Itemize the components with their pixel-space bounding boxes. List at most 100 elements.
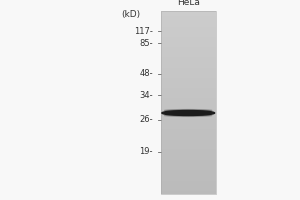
Bar [160, 11, 216, 12]
Bar [160, 161, 216, 162]
Bar [160, 181, 216, 182]
Bar [160, 19, 216, 20]
Bar [160, 77, 216, 78]
Bar [160, 90, 216, 91]
Bar [160, 124, 216, 125]
Text: 48-: 48- [140, 70, 153, 78]
Bar [160, 93, 216, 94]
Bar [160, 162, 216, 163]
Bar [160, 121, 216, 122]
Bar [160, 61, 216, 62]
Bar [160, 157, 216, 158]
Text: (kD): (kD) [121, 9, 140, 19]
Bar [160, 15, 216, 16]
Bar [160, 50, 216, 51]
Bar [160, 85, 216, 86]
Bar [160, 54, 216, 55]
Bar [160, 190, 216, 191]
Bar [160, 182, 216, 183]
Bar [160, 46, 216, 47]
Bar [160, 98, 216, 99]
Bar [160, 16, 216, 17]
Bar [160, 21, 216, 22]
Bar [160, 78, 216, 79]
Bar [160, 137, 216, 138]
Bar [160, 188, 216, 189]
Bar [160, 193, 216, 194]
Bar [160, 62, 216, 63]
Bar [160, 107, 216, 108]
Bar [160, 47, 216, 48]
Bar [160, 84, 216, 85]
Bar [160, 100, 216, 101]
Bar [160, 43, 216, 44]
Bar [160, 91, 216, 92]
Bar [160, 180, 216, 181]
Bar [160, 159, 216, 160]
Text: HeLa: HeLa [177, 0, 200, 7]
Bar [160, 151, 216, 152]
Bar [160, 102, 216, 103]
Bar [160, 69, 216, 70]
Bar [160, 52, 216, 53]
Bar [160, 142, 216, 143]
Bar [160, 38, 216, 39]
Bar [160, 28, 216, 29]
Bar [160, 131, 216, 132]
Bar [160, 58, 216, 59]
Bar [160, 115, 216, 116]
Bar [160, 96, 216, 97]
Bar [160, 143, 216, 144]
Bar [160, 33, 216, 34]
Bar [160, 149, 216, 150]
Bar [160, 104, 216, 105]
Bar [160, 182, 216, 183]
Bar [160, 12, 216, 13]
Bar [160, 139, 216, 140]
Bar [160, 37, 216, 38]
Bar [160, 170, 216, 171]
Bar [160, 14, 216, 15]
Bar [160, 27, 216, 28]
Bar [160, 193, 216, 194]
Bar [160, 145, 216, 146]
Bar [160, 185, 216, 186]
Bar [160, 72, 216, 73]
Bar [160, 147, 216, 148]
Bar [160, 42, 216, 43]
Bar [160, 27, 216, 28]
Bar [160, 174, 216, 175]
Bar [160, 59, 216, 60]
Bar [160, 112, 216, 113]
Bar [160, 166, 216, 167]
Bar [160, 168, 216, 169]
Ellipse shape [164, 114, 212, 116]
Bar [160, 30, 216, 31]
Bar [160, 146, 216, 147]
Bar [160, 155, 216, 156]
Bar [160, 109, 216, 110]
Bar [160, 129, 216, 130]
Bar [160, 138, 216, 139]
Bar [160, 125, 216, 126]
Bar [160, 186, 216, 187]
Bar [160, 52, 216, 53]
Bar [160, 18, 216, 19]
Bar [160, 144, 216, 145]
Bar [160, 153, 216, 154]
Bar [160, 116, 216, 117]
Bar [160, 49, 216, 50]
Bar [160, 158, 216, 159]
Bar [160, 18, 216, 19]
Bar [160, 176, 216, 177]
Bar [160, 146, 216, 147]
Bar [160, 68, 216, 69]
Bar [160, 56, 216, 57]
Bar [160, 175, 216, 176]
Bar [160, 74, 216, 75]
Ellipse shape [164, 110, 212, 112]
Bar [160, 16, 216, 17]
Bar [160, 167, 216, 168]
Bar [160, 165, 216, 166]
Bar [160, 70, 216, 71]
